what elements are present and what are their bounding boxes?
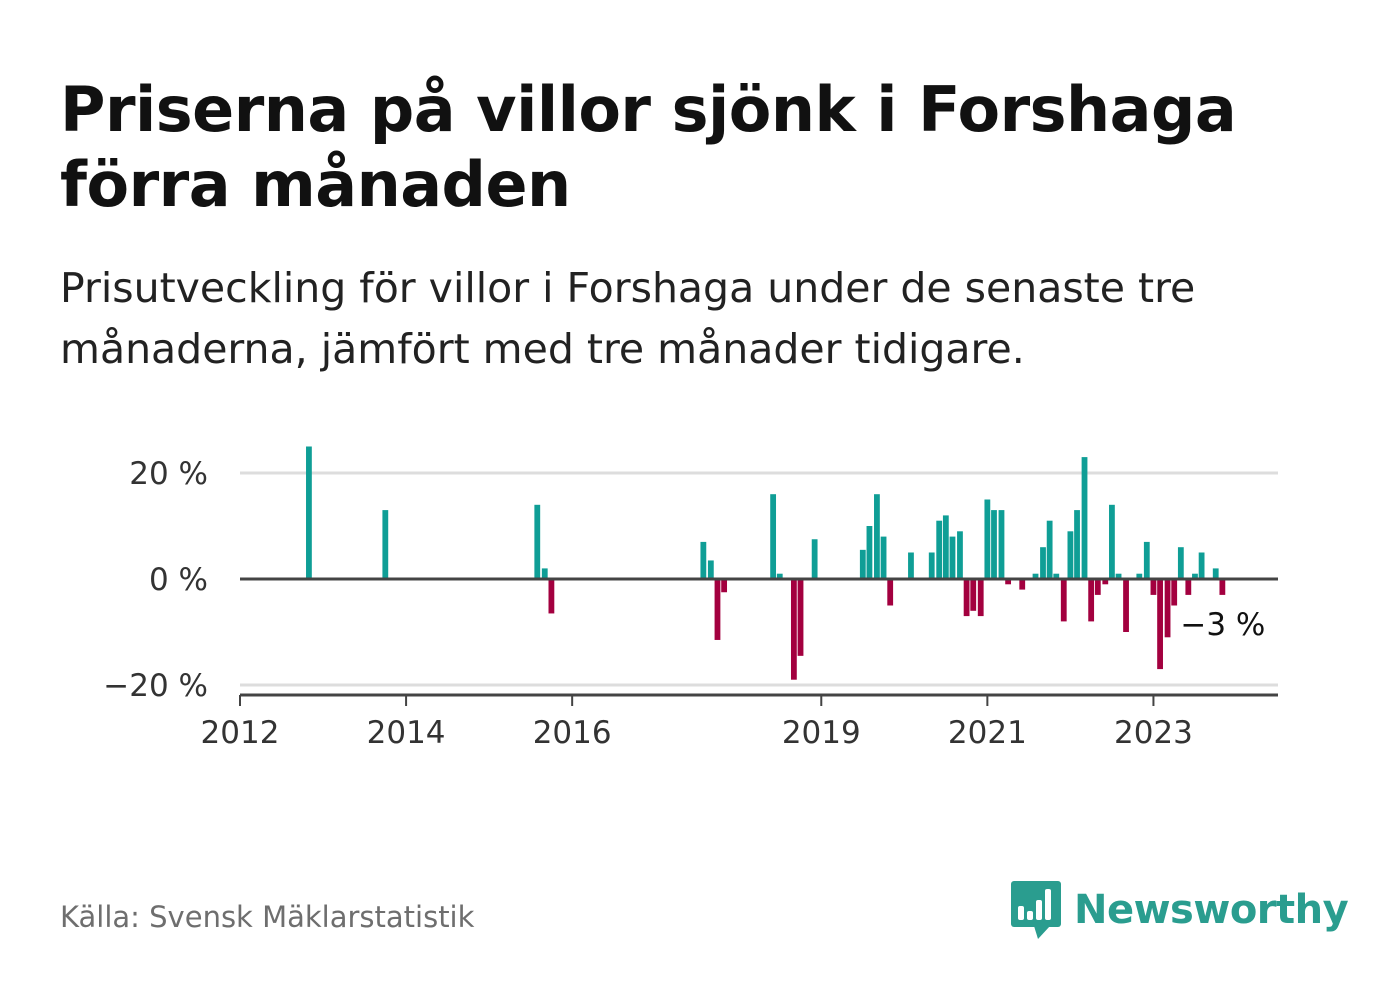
data-bar bbox=[1150, 579, 1157, 595]
bar-chart-speech-bubble-icon bbox=[1011, 881, 1061, 939]
data-bar bbox=[707, 560, 714, 579]
x-tick-label: 2023 bbox=[1114, 715, 1193, 751]
data-bar bbox=[1060, 579, 1067, 622]
data-bar bbox=[714, 579, 721, 640]
data-bar bbox=[977, 579, 984, 617]
data-bar bbox=[1219, 579, 1226, 595]
grid-lines bbox=[240, 471, 1278, 687]
y-tick-label: 0 % bbox=[149, 562, 208, 598]
data-bar bbox=[1192, 573, 1198, 579]
data-bar bbox=[1171, 579, 1178, 606]
data-bar bbox=[942, 515, 949, 579]
data-bar bbox=[949, 536, 956, 579]
data-bar bbox=[1094, 579, 1101, 595]
x-tick-label: 2012 bbox=[201, 715, 280, 751]
data-bar bbox=[991, 510, 997, 579]
data-bar bbox=[1074, 510, 1080, 579]
y-tick-label: −20 % bbox=[103, 668, 208, 704]
chart-title: Priserna på villor sjönk i Forshaga förr… bbox=[60, 73, 1237, 221]
data-bar bbox=[887, 579, 894, 606]
data-bar bbox=[541, 568, 548, 579]
data-bar bbox=[1115, 573, 1122, 579]
data-bar bbox=[957, 531, 963, 579]
data-bar bbox=[1088, 579, 1095, 622]
data-bar bbox=[306, 446, 312, 579]
data-bar bbox=[908, 552, 914, 579]
data-bar bbox=[998, 510, 1005, 579]
data-bar bbox=[1212, 568, 1219, 579]
x-tick-label: 2016 bbox=[533, 715, 612, 751]
data-bar bbox=[1067, 531, 1074, 579]
chart-subtitle: Prisutveckling för villor i Forshaga und… bbox=[60, 264, 1196, 373]
data-bar bbox=[770, 494, 777, 579]
axes: 20 % 0 % −20 % 2012 2014 2016 2019 2021 2023 −3 % bbox=[103, 456, 1278, 751]
data-bar bbox=[866, 526, 873, 579]
bars bbox=[306, 446, 1226, 680]
data-bar bbox=[1109, 504, 1115, 579]
data-bar bbox=[534, 504, 541, 579]
data-bar bbox=[970, 579, 977, 611]
data-bar bbox=[1136, 573, 1143, 579]
data-bar bbox=[721, 579, 728, 593]
data-bar bbox=[928, 552, 935, 579]
x-tick-label: 2014 bbox=[367, 715, 446, 751]
data-bar bbox=[776, 573, 783, 579]
source-note: Källa: Svensk Mäklarstatistik bbox=[60, 900, 475, 934]
data-bar bbox=[790, 579, 797, 680]
data-bar bbox=[811, 539, 818, 579]
data-bar bbox=[1019, 579, 1026, 590]
data-bar bbox=[548, 579, 555, 614]
y-tick-label: 20 % bbox=[129, 456, 208, 492]
data-bar bbox=[797, 579, 804, 656]
data-bar bbox=[1177, 547, 1184, 579]
data-bar bbox=[859, 549, 866, 579]
data-bar bbox=[1040, 547, 1046, 579]
data-bar bbox=[1032, 573, 1039, 579]
data-bar bbox=[1123, 579, 1129, 632]
x-tick-label: 2021 bbox=[948, 715, 1027, 751]
data-bar bbox=[1143, 541, 1150, 579]
data-bar bbox=[880, 536, 887, 579]
x-tick-label: 2019 bbox=[782, 715, 861, 751]
data-bar bbox=[1046, 520, 1053, 579]
data-bar bbox=[1164, 579, 1171, 638]
data-bar bbox=[874, 494, 880, 579]
data-bar bbox=[963, 579, 970, 617]
last-value-label: −3 % bbox=[1180, 607, 1265, 643]
newsworthy-logo: Newsworthy bbox=[1010, 880, 1349, 940]
data-bar bbox=[936, 520, 943, 579]
bar-chart: 20 % 0 % −20 % 2012 2014 2016 2019 2021 2023 −3 % bbox=[103, 446, 1278, 751]
brand-name: Newsworthy bbox=[1074, 887, 1349, 933]
data-bar bbox=[1185, 579, 1192, 595]
data-bar bbox=[1157, 579, 1163, 670]
data-bar bbox=[1198, 552, 1205, 579]
data-bar bbox=[1053, 573, 1060, 579]
data-bar bbox=[984, 499, 991, 579]
data-bar bbox=[1081, 457, 1088, 579]
data-bar bbox=[1102, 579, 1109, 585]
data-bar bbox=[700, 541, 707, 579]
data-bar bbox=[382, 510, 389, 579]
data-bar bbox=[1005, 579, 1012, 585]
